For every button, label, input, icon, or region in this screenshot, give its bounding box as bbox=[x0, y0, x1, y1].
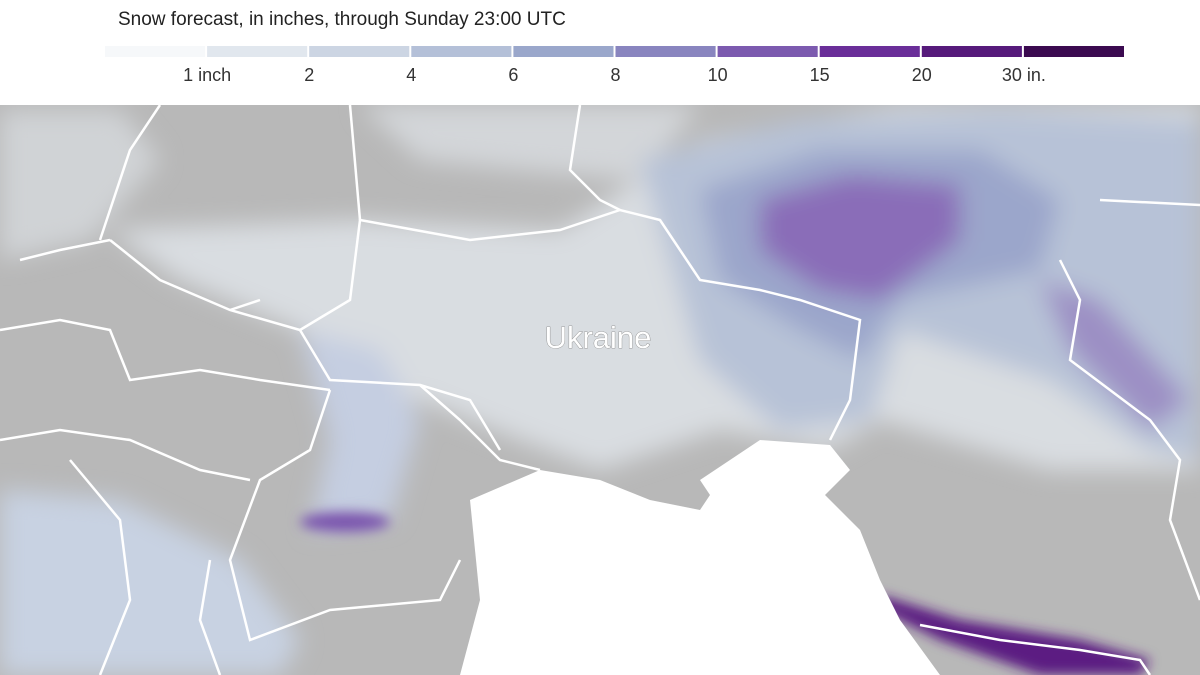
borders bbox=[0, 105, 1200, 675]
legend-label: 6 bbox=[508, 65, 518, 85]
legend-swatch bbox=[1023, 46, 1124, 57]
legend-label: 30 in. bbox=[1002, 65, 1046, 85]
country-label: Ukraine bbox=[545, 320, 652, 355]
map: Ukraine bbox=[0, 105, 1200, 675]
legend-swatch bbox=[819, 46, 920, 57]
legend-swatch bbox=[309, 46, 410, 57]
legend-label: 15 bbox=[810, 65, 830, 85]
legend-swatch bbox=[615, 46, 716, 57]
black-sea bbox=[460, 470, 940, 675]
legend-label: 4 bbox=[406, 65, 416, 85]
legend-label: 2 bbox=[304, 65, 314, 85]
legend-swatch bbox=[513, 46, 614, 57]
legend-title: Snow forecast, in inches, through Sunday… bbox=[118, 9, 566, 30]
legend-label: 20 bbox=[912, 65, 932, 85]
legend-label: 1 inch bbox=[183, 65, 231, 85]
legend-swatch bbox=[105, 46, 206, 57]
legend: 1 inch 2 4 6 8 10 15 20 30 in. bbox=[105, 46, 1124, 85]
legend-label: 10 bbox=[708, 65, 728, 85]
legend-swatch bbox=[717, 46, 818, 57]
sea-of-azov bbox=[700, 440, 850, 520]
legend-swatch bbox=[921, 46, 1022, 57]
snow-cover bbox=[0, 105, 1200, 675]
legend-swatch bbox=[411, 46, 512, 57]
legend-swatch bbox=[207, 46, 308, 57]
legend-label: 8 bbox=[610, 65, 620, 85]
